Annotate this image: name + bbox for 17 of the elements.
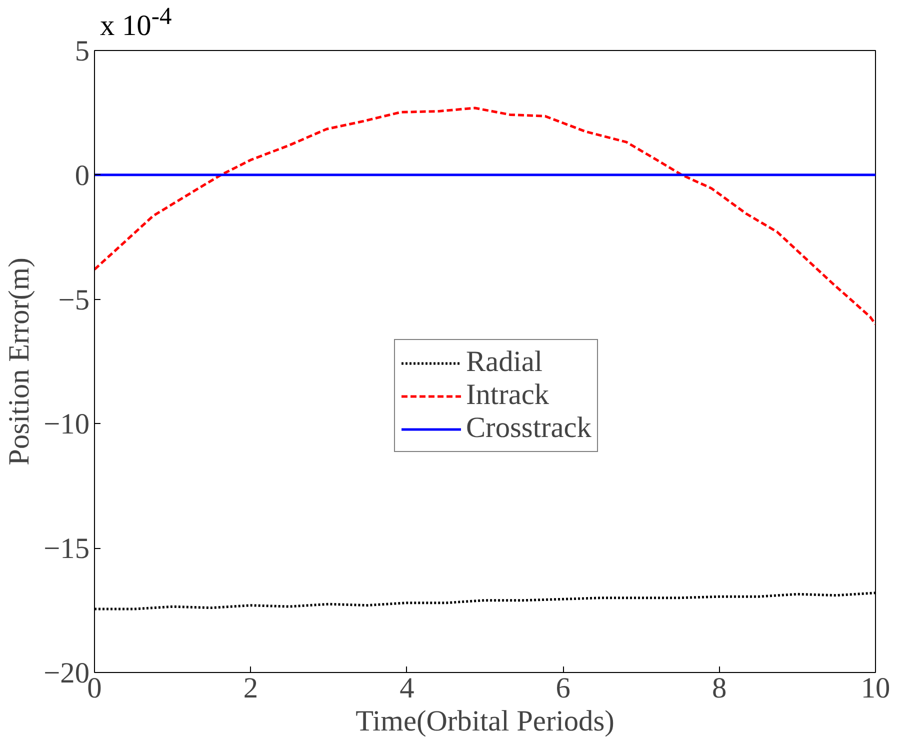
- x-axis-title: Time(Orbital Periods): [356, 706, 614, 738]
- y-tick-label: −10: [44, 408, 90, 441]
- text: x 10$^{-4}$: [100, 3, 172, 42]
- x-tick-label: 2: [243, 672, 258, 704]
- x-tick-label: 10: [860, 672, 890, 704]
- legend-label: Crosstrack: [466, 412, 592, 445]
- x-tick-label: 6: [556, 672, 570, 704]
- y-tick-label: 5: [74, 36, 90, 68]
- legend-label: Intrack: [466, 379, 550, 412]
- x-tick-label: 8: [712, 672, 727, 704]
- line-series: [94, 106, 876, 326]
- x-tick-label: 4: [400, 672, 415, 704]
- y-tick-label: 0: [74, 160, 90, 192]
- y-tick-label: −15: [44, 533, 90, 566]
- y-axis-title: Position Error(m): [4, 258, 36, 466]
- y-tick-label: −5: [58, 284, 90, 316]
- legend-label: Radial: [466, 346, 543, 379]
